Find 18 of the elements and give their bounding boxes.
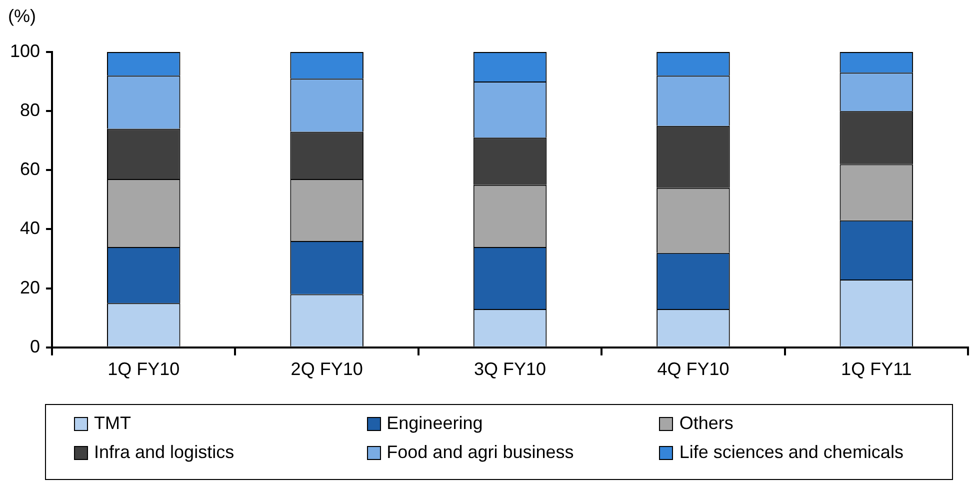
- y-tick-label: 80: [20, 100, 40, 120]
- y-axis-title: (%): [8, 6, 36, 26]
- y-tick-label: 60: [20, 159, 40, 180]
- x-tick-label: 4Q FY10: [657, 359, 730, 380]
- legend-label: Infra and logistics: [94, 442, 234, 463]
- x-tick-label: 1Q FY11: [841, 359, 912, 380]
- x-tick-label: 1Q FY10: [108, 359, 180, 380]
- legend-label: Life sciences and chemicals: [679, 442, 904, 463]
- x-tick-label: 3Q FY10: [474, 359, 546, 380]
- y-tick-label: 20: [20, 277, 40, 298]
- y-tick-label: 0: [30, 336, 40, 356]
- y-tick-label: 100: [10, 40, 40, 61]
- legend-label: Food and agri business: [386, 442, 574, 463]
- legend-label: Others: [679, 413, 734, 434]
- legend-label: TMT: [94, 413, 131, 434]
- legend-label: Engineering: [386, 413, 483, 434]
- y-tick-label: 40: [20, 218, 40, 238]
- x-tick-label: 2Q FY10: [290, 359, 363, 380]
